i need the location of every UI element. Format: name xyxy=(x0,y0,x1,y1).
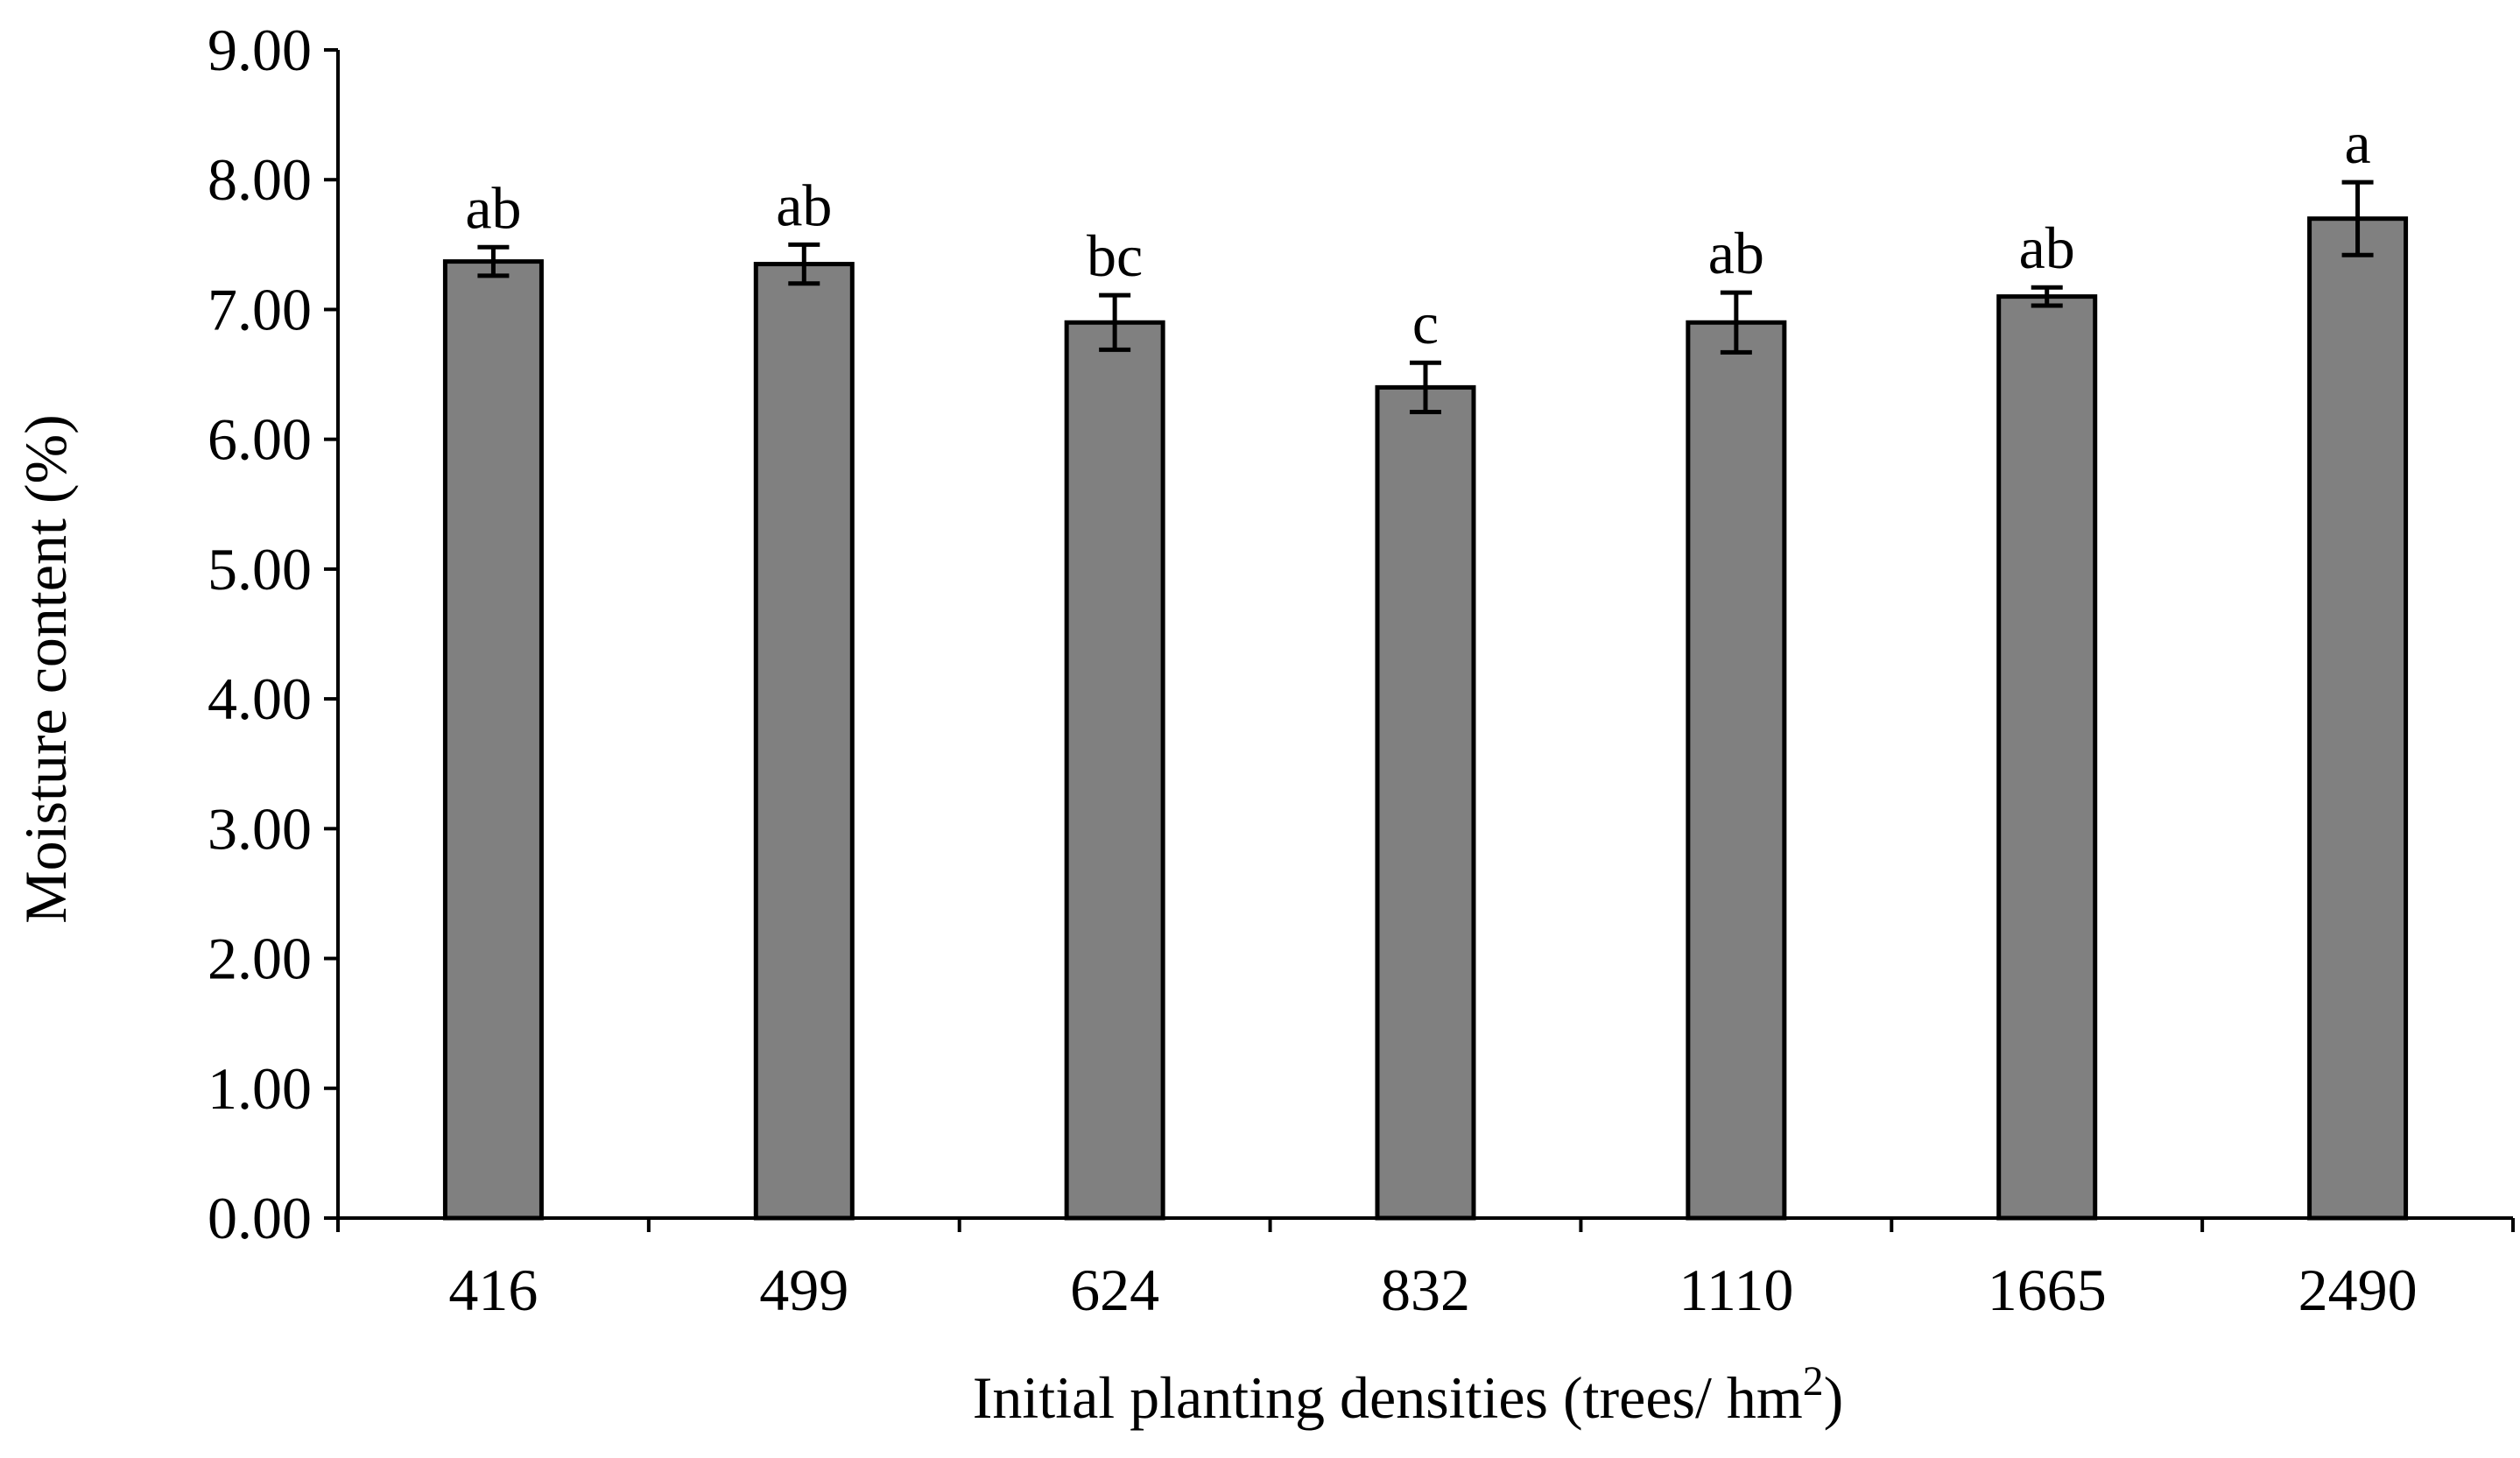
bar-832 xyxy=(1375,384,1476,1221)
error-bar-1110 xyxy=(1720,290,1752,355)
error-bar-1665 xyxy=(2031,285,2063,308)
axes-layer xyxy=(336,50,2513,1220)
bar-416 xyxy=(442,259,544,1221)
x-axis-title-main: Initial planting densities (trees/ hm xyxy=(973,1364,1803,1431)
significance-label-416: ab xyxy=(465,174,521,241)
error-bar-624 xyxy=(1099,292,1131,352)
significance-label-832: c xyxy=(1412,290,1439,356)
x-axis-title: Initial planting densities (trees/ hm2) xyxy=(973,1359,1843,1431)
y-ticks-layer: 0.00 1.00 2.00 3.00 4.00 5.00 6.00 7.00 8.00 9.00 xyxy=(208,17,338,1251)
significance-label-624: bc xyxy=(1087,222,1143,289)
bar-2490 xyxy=(2307,216,2409,1221)
bar-499 xyxy=(753,262,855,1221)
y-tick-label-3.00: 3.00 xyxy=(208,795,312,862)
x-tick-label-1110: 1110 xyxy=(1679,1257,1793,1323)
significance-label-1665: ab xyxy=(2019,215,2075,281)
y-tick-label-6.00: 6.00 xyxy=(208,406,312,473)
y-tick-label-0.00: 0.00 xyxy=(208,1185,312,1251)
bar-1665 xyxy=(1996,294,2098,1221)
error-bars-layer xyxy=(477,180,2374,415)
error-bar-832 xyxy=(1410,360,1441,415)
error-bar-2490 xyxy=(2341,180,2374,257)
y-tick-label-1.00: 1.00 xyxy=(208,1055,312,1122)
x-tick-label-832: 832 xyxy=(1381,1257,1470,1323)
y-tick-label-7.00: 7.00 xyxy=(208,276,312,342)
significance-labels-layer: ab ab bc c ab ab a xyxy=(465,109,2370,356)
x-tick-label-624: 624 xyxy=(1070,1257,1159,1323)
bar-624 xyxy=(1064,320,1165,1221)
y-tick-label-9.00: 9.00 xyxy=(208,17,312,83)
x-tick-label-416: 416 xyxy=(448,1257,538,1323)
significance-label-499: ab xyxy=(776,172,832,238)
error-bar-499 xyxy=(788,242,820,286)
x-tick-label-499: 499 xyxy=(759,1257,848,1323)
significance-label-1110: ab xyxy=(1708,220,1764,286)
error-bar-416 xyxy=(477,244,510,278)
x-axis-title-superscript: 2 xyxy=(1803,1359,1824,1405)
x-axis-title-end: ) xyxy=(1824,1364,1844,1431)
bar-1110 xyxy=(1686,320,1787,1221)
significance-label-2490: a xyxy=(2344,109,2370,176)
y-axis-title: Moisture content (%) xyxy=(12,414,79,924)
x-tick-label-2490: 2490 xyxy=(2298,1257,2418,1323)
x-ticks-layer: 416 499 624 832 1110 1665 2490 xyxy=(336,1218,2515,1323)
x-tick-label-1665: 1665 xyxy=(1988,1257,2107,1323)
y-tick-label-8.00: 8.00 xyxy=(208,146,312,213)
y-tick-label-4.00: 4.00 xyxy=(208,666,312,732)
y-tick-label-2.00: 2.00 xyxy=(208,926,312,992)
y-tick-label-5.00: 5.00 xyxy=(208,536,312,602)
